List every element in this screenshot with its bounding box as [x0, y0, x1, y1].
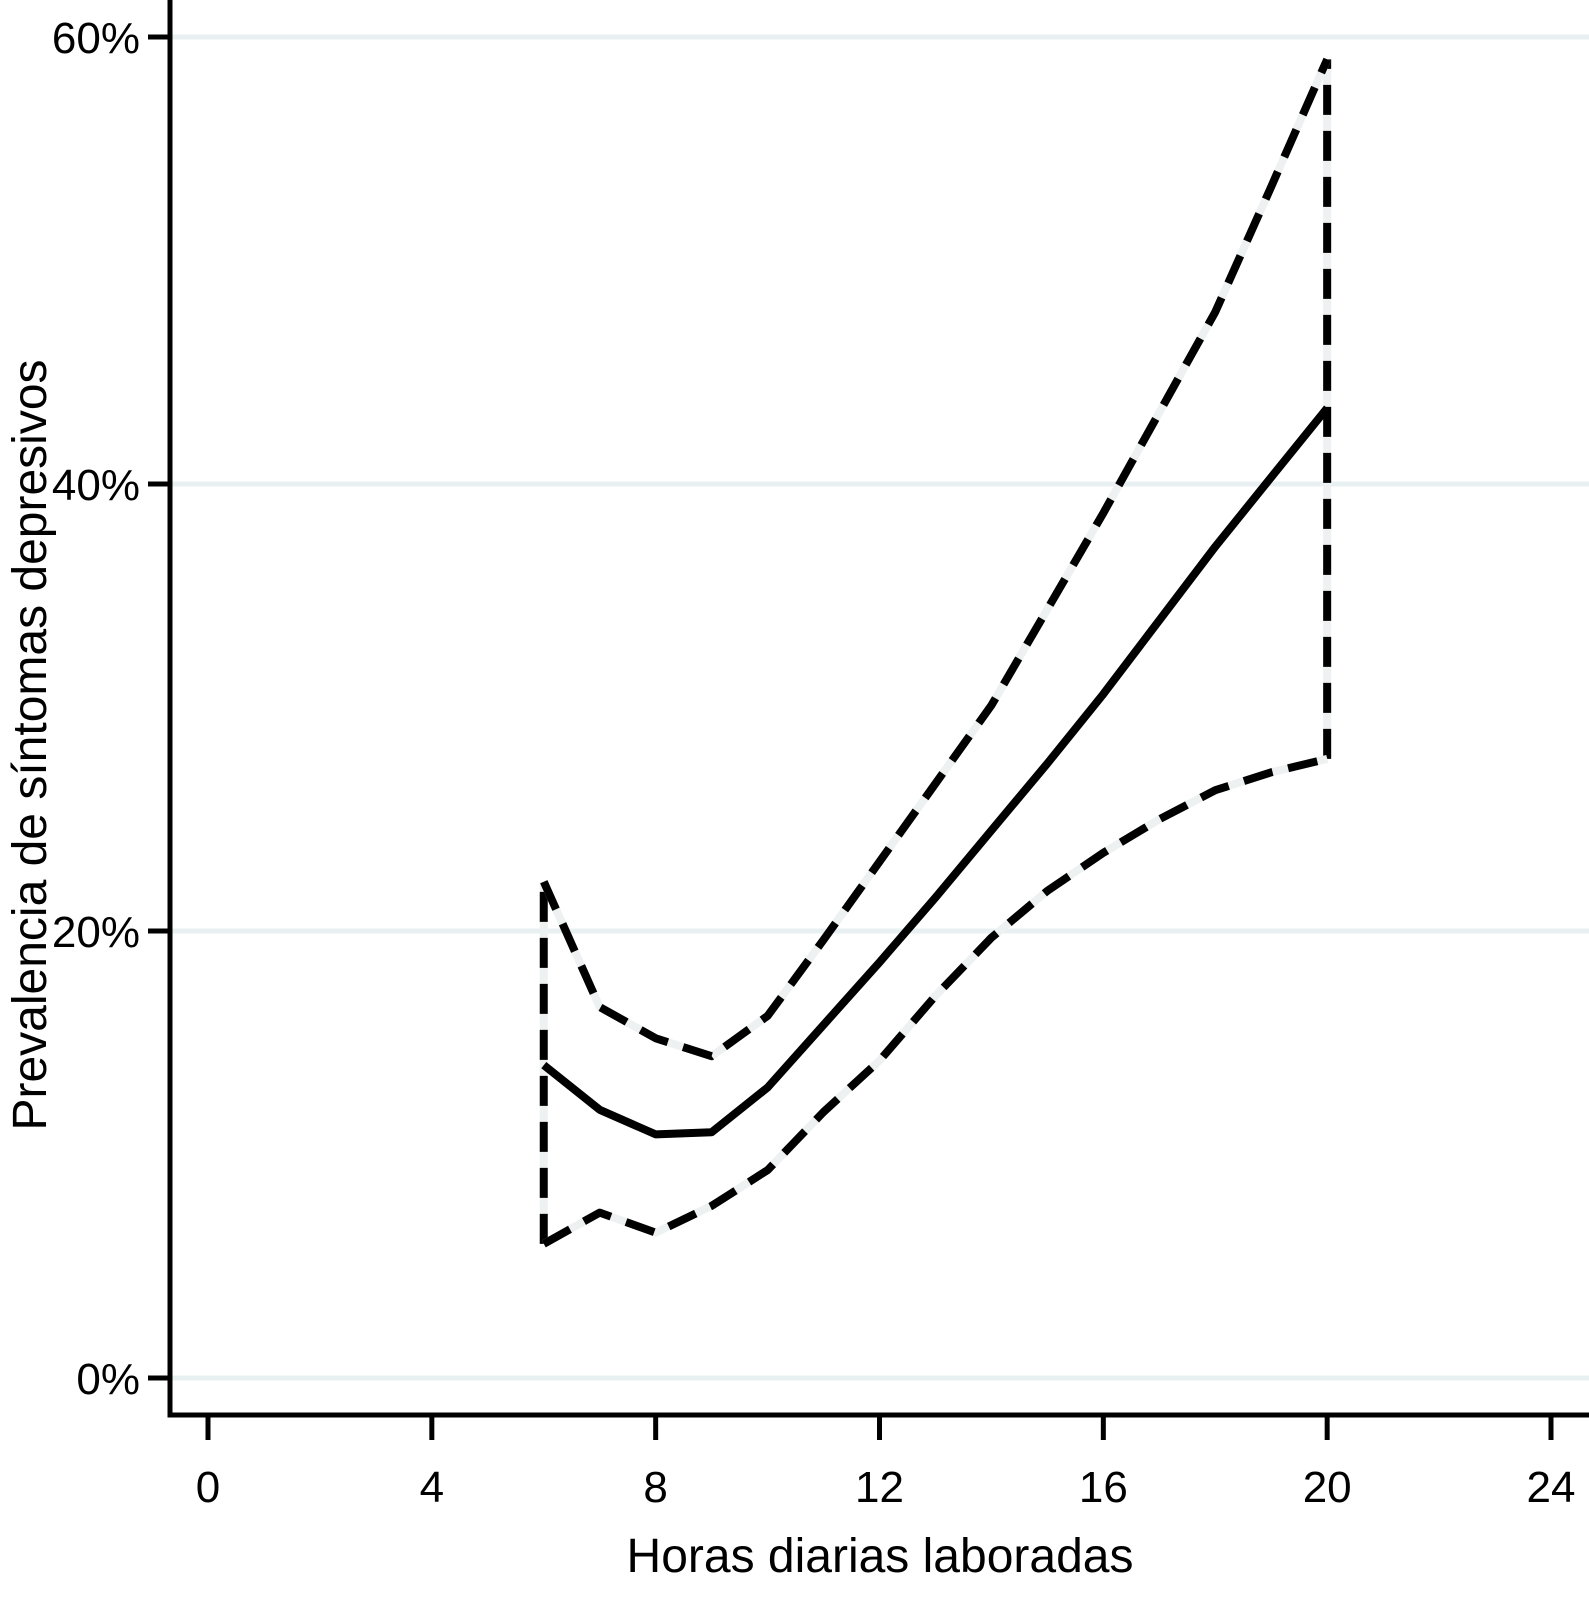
- x-tick-label: 16: [1079, 1463, 1128, 1512]
- x-tick-label: 20: [1303, 1463, 1352, 1512]
- tick-labels: 0% 20% 40% 60% 0 4 8 12 16 20 24: [52, 14, 1576, 1512]
- x-tick-label: 4: [420, 1463, 444, 1512]
- lower-confidence-bound-backing: [541, 755, 1329, 1248]
- lower-confidence-bound-line: [541, 755, 1329, 1248]
- x-tick-label: 0: [196, 1463, 220, 1512]
- x-tick-label: 8: [643, 1463, 667, 1512]
- upper-confidence-bound-line: [540, 57, 1331, 1061]
- y-axis-title: Prevalencia de síntomas depresivos: [4, 359, 57, 1130]
- y-tick-label: 0%: [76, 1355, 140, 1404]
- x-tick-label: 12: [855, 1463, 904, 1512]
- y-tick-label: 20%: [52, 908, 140, 957]
- y-tick-label: 40%: [52, 461, 140, 510]
- series-lines: [539, 57, 1332, 1248]
- x-axis-title: Horas diarias laboradas: [627, 1530, 1134, 1583]
- x-tick-label: 24: [1527, 1463, 1576, 1512]
- axes: [148, 0, 1589, 1440]
- gridlines: [170, 34, 1589, 1381]
- y-tick-label: 60%: [52, 14, 140, 63]
- point-estimate-line: [541, 405, 1331, 1139]
